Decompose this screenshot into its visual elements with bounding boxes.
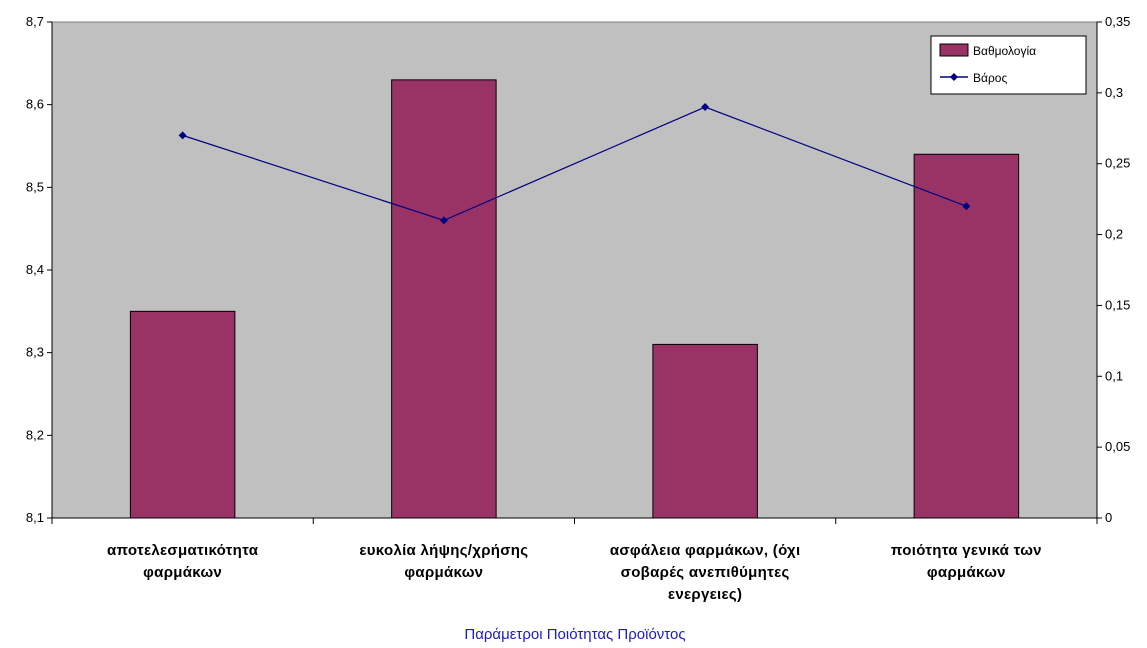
bar: [652, 343, 758, 519]
line-layer: [178, 103, 971, 225]
y-left-tick-label: 8,1: [26, 510, 44, 525]
y-left-tick-label: 8,4: [26, 262, 44, 277]
y-right-tick-label: 0,25: [1105, 156, 1130, 171]
legend-line-marker: [950, 73, 958, 81]
legend: Βαθμολογία Βάρος: [930, 35, 1087, 95]
legend-bar-label: Βαθμολογία: [973, 44, 1036, 58]
line-series: [182, 106, 967, 222]
line-point: [962, 202, 971, 211]
line-point: [701, 103, 710, 112]
x-tick-label: αποτελεσματικότητα φαρμάκων: [107, 542, 259, 581]
y-right-tick-label: 0,3: [1105, 85, 1123, 100]
legend-line-label: Βάρος: [973, 71, 1007, 85]
legend-bar-swatch: [939, 43, 969, 57]
x-tick-label: ποιότητα γενικά των φαρμάκων: [891, 542, 1042, 581]
bar: [913, 153, 1020, 519]
line-point: [178, 131, 187, 140]
y-left-tick-label: 8,5: [26, 179, 44, 194]
x-tick-label: ευκολία λήψης/χρήσης φαρμάκων: [359, 542, 528, 581]
bar: [129, 310, 236, 519]
y-left-tick-label: 8,6: [26, 97, 44, 112]
line-point: [439, 216, 448, 225]
y-right-tick-label: 0,05: [1105, 439, 1130, 454]
bars-layer: [129, 79, 1020, 519]
y-right-tick-label: 0,2: [1105, 227, 1123, 242]
axes-layer: 8,1 8,2 8,3 8,4 8,5 8,6 8,7 0 0,05 0,1 0,15 0,2 0,25…: [26, 14, 1130, 603]
x-tick-label: ασφάλεια φαρμάκων, (όχι σοβαρές ανεπιθύμη…: [610, 542, 801, 603]
y-right-tick-label: 0,35: [1105, 14, 1130, 29]
y-right-tick-label: 0,1: [1105, 368, 1123, 383]
y-left-tick-label: 8,7: [26, 14, 44, 29]
bar: [391, 79, 497, 519]
x-axis-title: Παράμετροι Ποιότητας Προϊόντος: [464, 626, 685, 643]
y-left-tick-label: 8,2: [26, 427, 44, 442]
y-left-tick-label: 8,3: [26, 345, 44, 360]
y-right-tick-label: 0: [1105, 510, 1112, 525]
y-right-tick-label: 0,15: [1105, 297, 1130, 312]
